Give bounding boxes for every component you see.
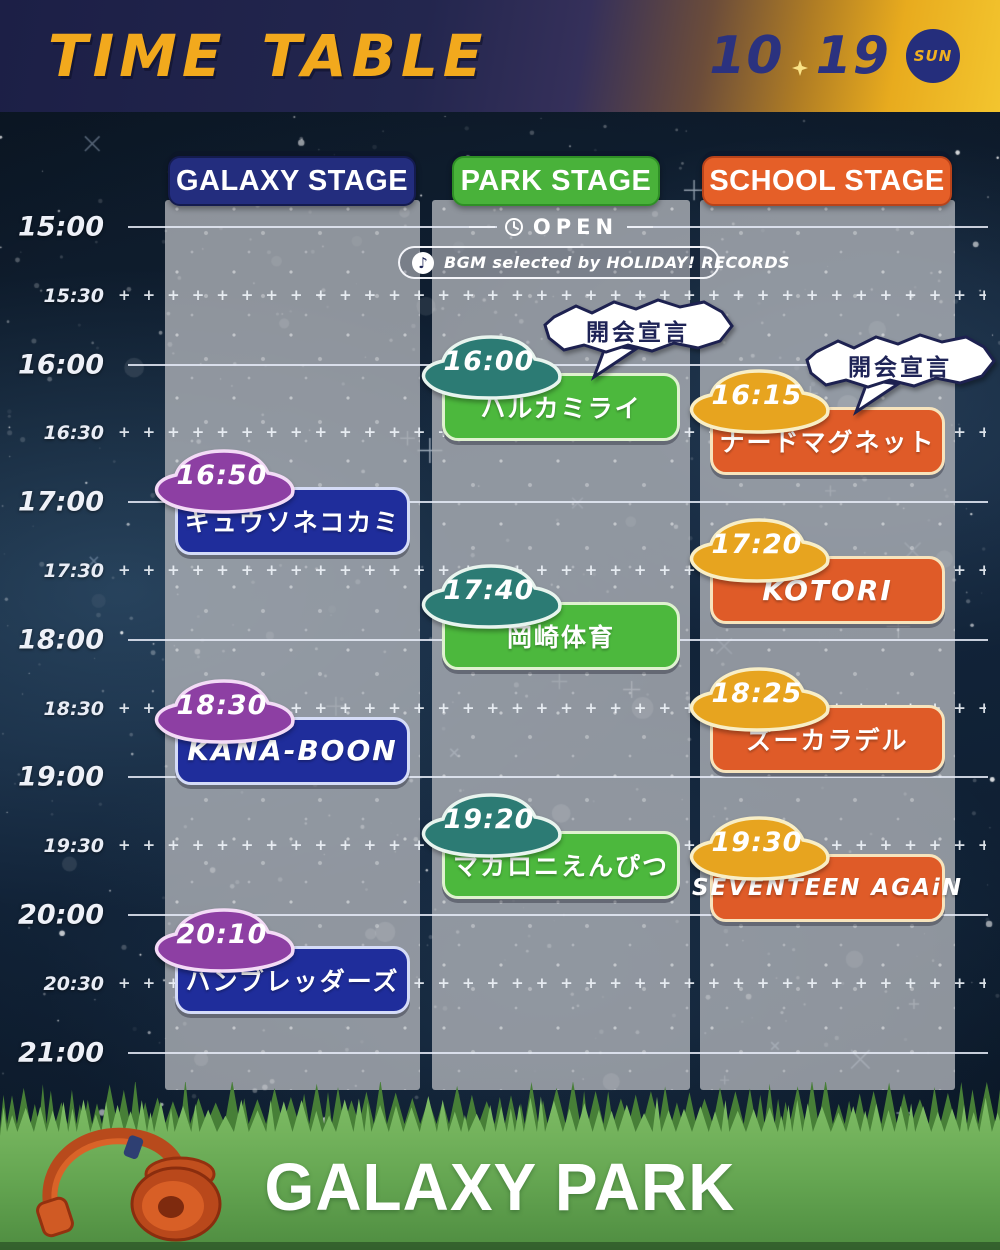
date-day: 19 — [815, 26, 890, 86]
stage-pill-galaxy: GALAXY STAGE — [168, 156, 416, 206]
bgm-banner: ♪ BGM selected by HOLIDAY! RECORDS — [398, 246, 790, 279]
announcement-label: 開会宣言 — [848, 355, 952, 381]
bgm-label: BGM selected by HOLIDAY! RECORDS — [444, 253, 790, 272]
event-time: 17:40 — [443, 574, 535, 606]
event-time: 18:25 — [711, 678, 803, 710]
event-artist: 岡崎体育 — [506, 622, 615, 652]
event-time: 16:00 — [443, 345, 535, 377]
announcement-label: 開会宣言 — [586, 320, 690, 346]
stage-pill-park: PARK STAGE — [452, 156, 660, 206]
hour-line — [627, 226, 988, 228]
dash-right — [627, 226, 654, 228]
event-time: 16:50 — [176, 460, 268, 492]
time-label: 16:00 — [18, 349, 104, 381]
event-time: 19:30 — [711, 827, 803, 859]
event-time-badge: 17:40 — [417, 558, 567, 634]
weekday-badge: SUN — [906, 29, 960, 83]
event-time-badge: 18:30 — [150, 673, 300, 749]
date: 10 19 SUN — [709, 26, 960, 86]
event-time-badge: 19:20 — [417, 787, 567, 863]
announcement-bubble-park: 開会宣言 — [540, 293, 740, 388]
time-label: 20:00 — [18, 899, 104, 931]
event-time-badge: 16:00 — [417, 329, 567, 405]
event-time: 18:30 — [176, 689, 268, 721]
event-time-badge: 16:15 — [685, 363, 835, 439]
stage-pill-school: SCHOOL STAGE — [702, 156, 952, 206]
hour-line — [128, 914, 988, 916]
time-label: 20:30 — [43, 972, 104, 995]
footer-title: GALAXY PARK — [264, 1149, 736, 1225]
time-label: 16:30 — [43, 422, 104, 445]
headphones-illustration — [36, 1127, 222, 1242]
event-time-badge: 17:20 — [685, 512, 835, 588]
event-time: 17:20 — [711, 529, 803, 561]
open-indicator: OPEN — [432, 213, 690, 241]
clock-icon — [504, 218, 523, 236]
halfhour-markers: ++++++++++++++++++++++++++++++++++++++++ — [118, 285, 986, 304]
time-label: 18:00 — [18, 624, 104, 656]
hour-line — [128, 1051, 988, 1054]
time-label: 19:00 — [18, 761, 104, 793]
time-label: 15:30 — [43, 284, 104, 307]
event-time-badge: 20:10 — [150, 902, 300, 978]
event-block-park: 岡崎体育 — [442, 601, 680, 670]
time-label: 21:00 — [18, 1037, 104, 1069]
hour-line — [128, 776, 988, 779]
time-label: 19:30 — [43, 835, 104, 858]
grass — [0, 1079, 1000, 1250]
time-label: 18:30 — [43, 697, 104, 720]
time-label: 17:30 — [43, 560, 104, 582]
date-month: 10 — [709, 26, 784, 86]
weekday-label: SUN — [913, 47, 953, 65]
header: TIME TABLE 10 19 SUN — [0, 0, 1000, 112]
hour-line — [128, 226, 497, 228]
date-sparkle-icon — [791, 60, 808, 76]
announcement-bubble-school: 開会宣言 — [802, 328, 1000, 423]
event-time-badge: 18:25 — [685, 661, 835, 737]
music-note-icon: ♪ — [412, 251, 434, 274]
hour-line — [128, 363, 988, 366]
open-label: OPEN — [532, 215, 619, 239]
event-time: 20:10 — [176, 918, 268, 950]
page-title: TIME TABLE — [48, 22, 488, 90]
event-time-badge: 16:50 — [150, 443, 300, 519]
hour-line — [128, 501, 988, 504]
event-time: 16:15 — [711, 380, 803, 411]
event-time: 19:20 — [443, 804, 535, 836]
dash-left — [468, 226, 495, 228]
event-time-badge: 19:30 — [685, 810, 835, 886]
time-label: 15:00 — [18, 211, 104, 243]
time-label: 17:00 — [18, 486, 104, 518]
